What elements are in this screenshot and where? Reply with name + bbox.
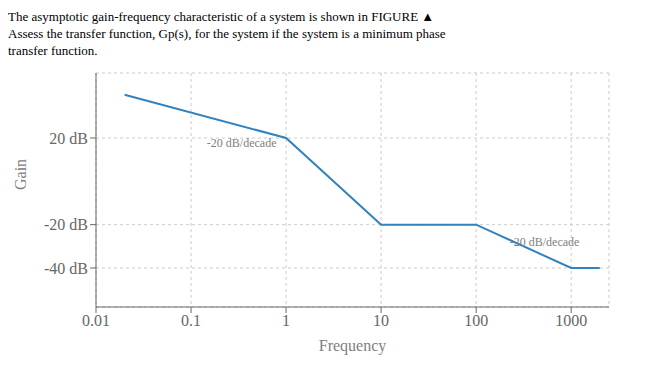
html-text:Assess the transfer function,: Assess the transfer function, Gp(s), for…: [8, 26, 446, 41]
svg-text:Frequency: Frequency: [319, 337, 387, 355]
svg-text:-40 dB: -40 dB: [44, 260, 88, 277]
svg-text:10: 10: [373, 312, 389, 329]
svg-text:-20 dB/decade: -20 dB/decade: [207, 136, 277, 150]
html-text:The asymptotic gain-frequency: The asymptotic gain-frequency characteri…: [8, 9, 435, 24]
html-text:transfer function.: transfer function.: [8, 43, 98, 58]
svg-text:100: 100: [464, 312, 488, 329]
svg-text:0.01: 0.01: [82, 312, 110, 329]
svg-text:1: 1: [282, 312, 290, 329]
svg-text:20 dB: 20 dB: [49, 130, 88, 147]
svg-text:Gain: Gain: [12, 159, 29, 190]
svg-text:-20 dB/decade: -20 dB/decade: [510, 235, 580, 249]
svg-text:-20 dB: -20 dB: [44, 216, 88, 233]
svg-text:0.1: 0.1: [181, 312, 201, 329]
svg-text:1000: 1000: [555, 312, 587, 329]
